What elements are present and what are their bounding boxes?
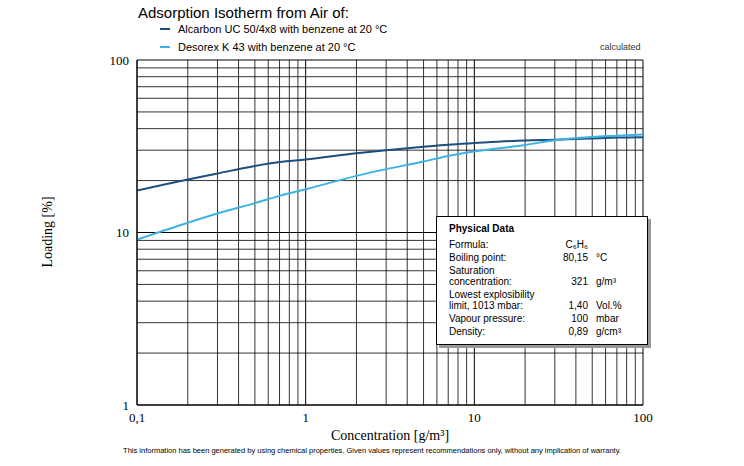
- svg-text:1: 1: [123, 398, 130, 413]
- svg-text:100: 100: [110, 53, 130, 68]
- html-text:Vol.%: Vol.%: [596, 300, 622, 311]
- html-text:This information has been gene: This information has been generated by u…: [123, 446, 621, 455]
- html-text:C₆H₆: C₆H₆: [565, 239, 588, 250]
- svg-text:10: 10: [468, 410, 481, 425]
- html-text:321: 321: [571, 276, 588, 287]
- html-text:Density:: Density:: [449, 326, 486, 337]
- html-text:Desorex K 43 with benzene at 2: Desorex K 43 with benzene at 20 °C: [178, 41, 356, 53]
- html-text:Adsorption Isotherm from Air o: Adsorption Isotherm from Air of:: [138, 4, 349, 21]
- html-text:calculated: calculated: [600, 42, 641, 52]
- html-text:Concentration [g/m³]: Concentration [g/m³]: [330, 428, 450, 443]
- html-text:100: 100: [571, 313, 588, 324]
- html-text:g/m³: g/m³: [596, 276, 616, 287]
- html-text:0,89: 0,89: [568, 326, 588, 337]
- html-text:g/cm³: g/cm³: [596, 326, 621, 337]
- html-text:°C: °C: [596, 252, 608, 263]
- html-text:80,15: 80,15: [563, 252, 588, 263]
- html-text:Vapour pressure:: Vapour pressure:: [449, 313, 525, 324]
- html-text:Formula:: Formula:: [449, 239, 489, 250]
- html-text:Saturation concentration:: Saturation concentration:: [449, 265, 512, 287]
- html-text:Physical Data: Physical Data: [449, 223, 514, 234]
- svg-text:10: 10: [116, 225, 129, 240]
- html-text:Boiling point:: Boiling point:: [449, 252, 507, 263]
- svg-text:1: 1: [302, 410, 309, 425]
- html-text:Lowest explosibility limit, 10: Lowest explosibility limit, 1013 mbar:: [449, 289, 535, 311]
- svg-text:100: 100: [633, 410, 653, 425]
- svg-text:0,1: 0,1: [129, 410, 145, 425]
- html-text:Alcarbon UC 50/4x8 with benzen: Alcarbon UC 50/4x8 with benzene at 20 °C: [178, 23, 388, 35]
- html-text:1,40: 1,40: [568, 300, 588, 311]
- html-text:Loading [%]: Loading [%]: [40, 196, 55, 268]
- html-text:mbar: mbar: [596, 313, 619, 324]
